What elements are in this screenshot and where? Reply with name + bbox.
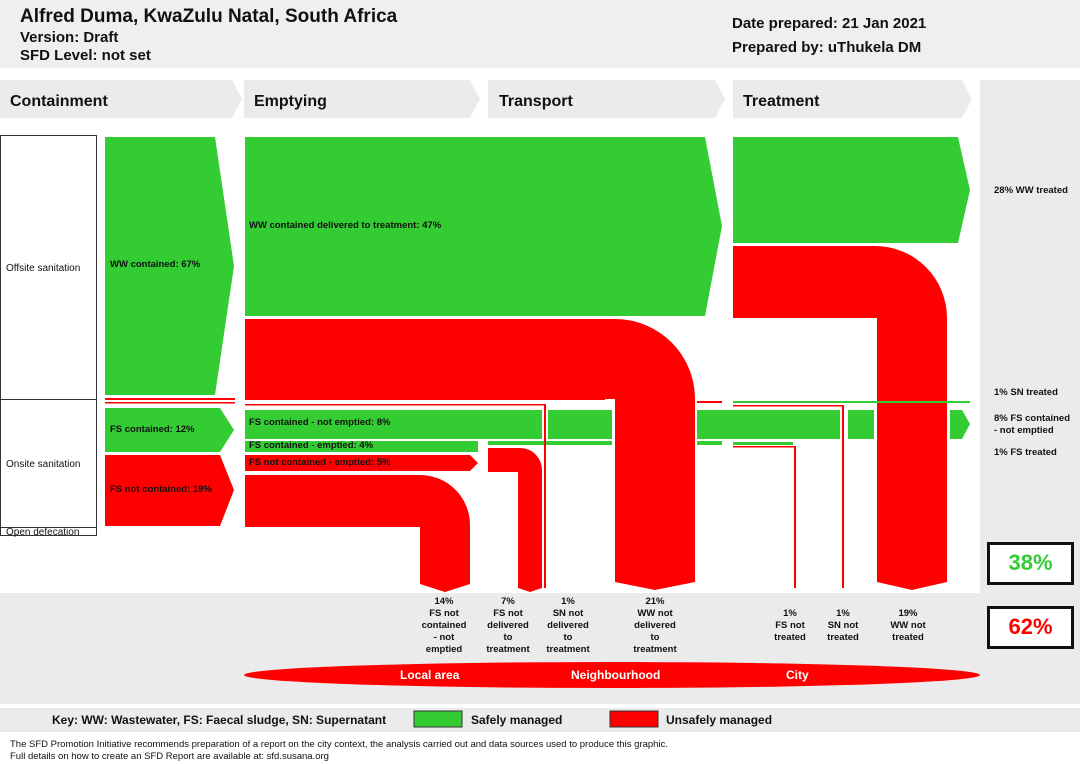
right-fs-treated: 1% FS treated [994,447,1057,458]
ww-treated-arrow [733,137,970,243]
right-panel [980,80,1080,593]
section-arrow-emptying [244,80,480,118]
row-onsite: Onsite sanitation [6,459,81,470]
bottom-label-ww-not-treated: 19% WW not treated [890,608,926,643]
fs-nc-emptied-arrow [245,455,478,471]
ww-not-treated-flow [733,246,947,590]
fs-treated-band [733,442,793,445]
label-ww-contained: WW contained: 67% [110,259,201,270]
fs-not-emptied-arrowhead [950,410,970,439]
open-defecation-row-box [0,527,97,536]
section-emptying: Emptying [254,93,327,110]
bottom-label-fs-not-delivered: 7% FS not delivered to treatment [486,596,530,655]
date-prepared: Date prepared: 21 Jan 2021 [732,15,927,32]
bottom-label-fs-nc-not-emptied: 14% FS not contained - not emptied [421,596,467,655]
right-fs-not-emptied-1: 8% FS contained [994,413,1071,424]
area-neighbourhood: Neighbourhood [571,668,661,682]
area-local: Local area [400,668,460,682]
fs-nc-not-emptied-flow [245,475,470,592]
right-sn-treated: 1% SN treated [994,387,1058,398]
key-band [0,708,1080,732]
section-transport: Transport [499,93,573,110]
key-unsafe-label: Unsafely managed [666,713,773,727]
fs-not-emptied-band-3 [697,410,840,439]
sn-transport-line-2 [245,404,545,406]
label-fs-not-contained: FS not contained: 19% [110,484,212,495]
sn-not-treated-drop [842,405,844,588]
ww-delivered-arrow [245,137,722,316]
safe-percentage: 38% [987,542,1074,585]
key-safe-swatch [413,710,463,728]
bottom-label-sn-not-treated: 1% SN not treated [827,608,859,643]
row-open-defecation: Open defecation [6,527,80,538]
fs-not-treated-drop [794,446,796,588]
key-unsafe-swatch [609,710,659,728]
unsafe-percentage: 62% [987,606,1074,649]
bottom-label-fs-not-treated: 1% FS not treated [774,608,806,643]
area-city: City [786,668,809,682]
version-label: Version: Draft [20,29,119,46]
ww-not-delivered-flow [245,319,695,590]
prepared-by: Prepared by: uThukela DM [732,39,922,56]
onsite-row-box [0,399,97,528]
fs-transport-band-2 [697,441,722,445]
key-abbreviations: Key: WW: Wastewater, FS: Faecal sludge, … [52,713,387,727]
bottom-label-sn-not-delivered: 1% SN not delivered to treatment [546,596,590,655]
fs-transport-band [488,441,612,445]
fs-not-contained-arrow [105,455,234,526]
bottom-label-ww-not-delivered: 21% WW not delivered to treatment [633,596,677,655]
right-ww-treated: 28% WW treated [994,185,1068,196]
section-arrow-treatment [733,80,972,118]
sfd-level-label: SFD Level: not set [20,47,151,64]
fs-not-delivered-flow [488,448,542,592]
label-ww-delivered: WW contained delivered to treatment: 47% [249,220,442,231]
sn-treated-line [733,401,970,403]
sn-red-seg [697,401,722,403]
sn-not-treated-line [733,405,843,407]
page-title: Alfred Duma, KwaZulu Natal, South Africa [20,6,398,27]
fs-not-treated-line [733,446,795,448]
sn-thin-line [105,398,235,400]
footer-line-1: The SFD Promotion Initiative recommends … [10,739,668,750]
section-treatment: Treatment [743,93,820,110]
sn-thin-line-2 [105,402,235,404]
sn-transport-line [245,398,605,400]
sn-not-delivered-drop [544,404,546,588]
label-fs-contained: FS contained: 12% [110,424,195,435]
section-arrow-containment [0,80,242,118]
fs-contained-arrow [105,408,234,452]
label-fs-nc-emptied: FS not contained - emptied: 5% [249,457,391,468]
section-arrow-transport [488,80,725,118]
section-containment: Containment [10,93,108,110]
row-offsite: Offsite sanitation [6,263,81,274]
right-fs-not-emptied-2: - not emptied [994,425,1054,436]
offsite-row-box [0,135,97,400]
fs-not-emptied-band-2 [548,410,612,439]
fs-not-emptied-band-1 [245,410,542,439]
fs-emptied-band [245,441,478,452]
label-fs-not-emptied: FS contained - not emptied: 8% [249,417,391,428]
area-ellipse [244,662,980,688]
fs-not-emptied-band-4 [848,410,874,439]
ww-contained-arrow [105,137,234,395]
footer-line-2: Full details on how to create an SFD Rep… [10,751,329,762]
key-safe-label: Safely managed [471,713,563,727]
header-band [0,0,1080,68]
label-fs-emptied: FS contained - emptied: 4% [249,440,374,451]
